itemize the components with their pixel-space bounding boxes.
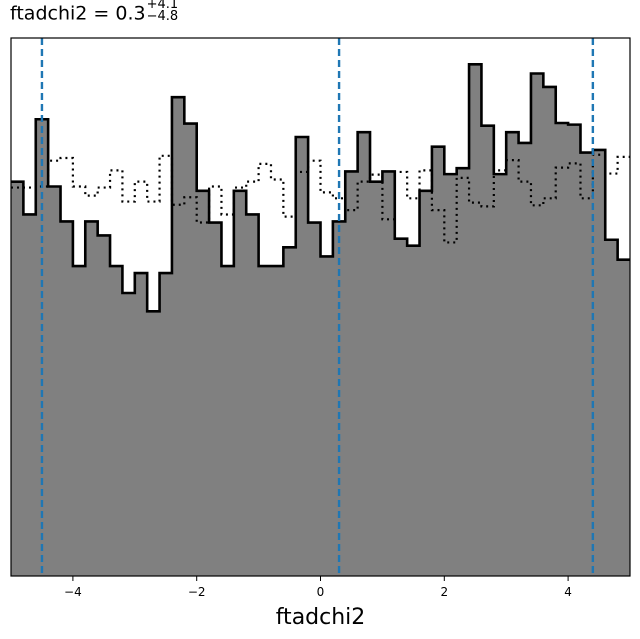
histogram-bar [605, 239, 619, 576]
histogram-bar [617, 259, 631, 576]
x-tick-label: 4 [564, 585, 572, 599]
x-tick-label: −2 [188, 585, 206, 599]
histogram-bar [48, 186, 62, 576]
histogram-bar [72, 266, 86, 576]
histogram-bar [592, 149, 606, 577]
histogram-bar [543, 86, 557, 576]
title-param: ftadchi2 [10, 2, 88, 25]
x-axis: −4 −2 0 2 4 ftadchi2 [10, 37, 631, 630]
plot-area [11, 38, 631, 577]
histogram-bar [518, 142, 532, 576]
histogram-bar [530, 73, 544, 577]
histogram-bar [320, 256, 334, 576]
histogram-outline [11, 63, 630, 313]
histogram-bar [258, 266, 272, 576]
histogram-bar [196, 190, 210, 577]
histogram-bar [147, 311, 161, 576]
histogram-bar [122, 293, 136, 576]
histogram-bar [159, 273, 173, 576]
x-tick-label: −4 [64, 585, 82, 599]
histogram-bar [233, 190, 247, 577]
histogram-bar [370, 181, 383, 576]
histogram-bar [357, 132, 371, 576]
title-plus-error: +4.1 [146, 0, 179, 12]
histogram-bar [493, 174, 507, 576]
histogram-bar [568, 124, 581, 577]
histogram-bar [60, 221, 74, 576]
title-error-bounds: +4.1 −4.8 [147, 0, 179, 23]
histogram-bar [283, 247, 297, 577]
histogram-bar [85, 221, 99, 576]
histogram-bar [23, 214, 37, 577]
histogram-bar [407, 245, 421, 576]
x-tick-label: 2 [440, 585, 448, 599]
histogram-bar [171, 97, 185, 577]
chart-title: ftadchi2 = 0.3 +4.1 −4.8 [10, 0, 179, 25]
histogram-bar [345, 171, 359, 576]
histogram-bar [295, 136, 309, 576]
histogram-bar [580, 152, 594, 576]
histogram-bar [246, 214, 260, 577]
histogram-bar [431, 146, 445, 576]
x-tick-label: 0 [317, 585, 325, 599]
title-minus-error: −4.8 [146, 9, 179, 24]
dotted-step-series [11, 153, 630, 244]
histogram-bar [184, 123, 198, 577]
histogram-bar [469, 64, 482, 576]
histogram-bar [444, 174, 458, 576]
histogram-bar [555, 123, 569, 576]
histogram-bar [382, 171, 396, 576]
histogram-bar [110, 266, 123, 576]
histogram-bar [419, 190, 433, 577]
histogram-bar [134, 273, 148, 576]
histogram-bar [332, 221, 346, 576]
histogram-bar [481, 125, 495, 576]
histogram-bar [506, 132, 520, 576]
histogram-bar [11, 181, 24, 576]
histogram-bar [456, 168, 470, 577]
x-axis-label: ftadchi2 [276, 605, 366, 630]
histogram-bar [209, 222, 222, 576]
histogram-bar [221, 266, 235, 576]
histogram-bar [308, 222, 321, 576]
histogram-bar [97, 235, 111, 577]
histogram-bar [394, 238, 408, 576]
histogram-bar [270, 266, 284, 576]
title-median: 0.3 [115, 2, 146, 25]
